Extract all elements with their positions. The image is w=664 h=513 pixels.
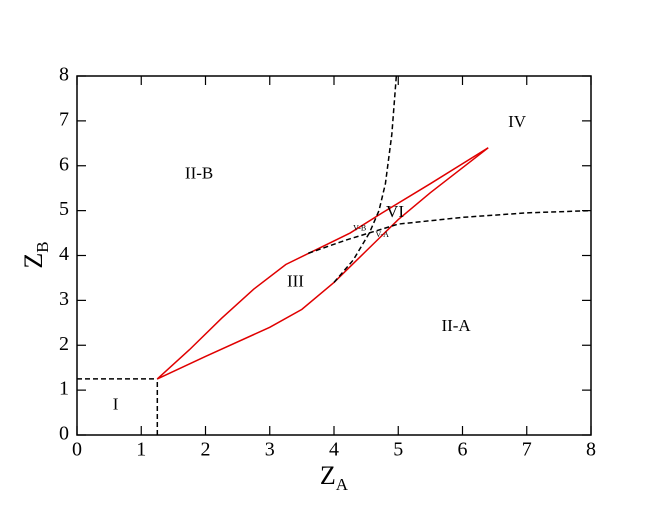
x-tick-label: 4	[329, 439, 339, 461]
x-label: Z	[320, 461, 336, 490]
small-label: V-A	[375, 230, 389, 239]
x-tick-label: 7	[522, 439, 532, 461]
x-tick-label: 6	[458, 439, 468, 461]
x-tick-label: 8	[586, 439, 596, 461]
x-label-sub: A	[336, 475, 349, 494]
y-tick-label: 5	[59, 198, 69, 220]
y-tick-label: 1	[59, 378, 69, 400]
curve	[308, 209, 592, 254]
y-label: Z	[19, 253, 48, 269]
y-tick-label: 3	[59, 288, 69, 310]
region-label: II-B	[185, 164, 213, 183]
y-tick-label: 2	[59, 333, 69, 355]
y-tick-label: 4	[59, 243, 69, 265]
x-tick-label: 3	[265, 439, 275, 461]
x-tick-label: 0	[72, 439, 82, 461]
x-tick-label: 5	[393, 439, 403, 461]
y-tick-label: 6	[59, 153, 69, 175]
y-label-sub: B	[33, 241, 52, 252]
region-label: III	[287, 271, 304, 290]
region-label: VI	[386, 202, 404, 221]
y-tick-label: 0	[59, 423, 69, 445]
curve	[333, 75, 398, 283]
y-tick-label: 8	[59, 64, 69, 86]
region-label: IV	[508, 112, 527, 131]
region-label: I	[113, 395, 119, 414]
x-tick-label: 1	[136, 439, 146, 461]
x-tick-label: 2	[201, 439, 211, 461]
region-label: II-A	[441, 316, 471, 335]
x-axis-title: ZA	[320, 461, 349, 494]
curve	[156, 147, 489, 380]
y-tick-label: 7	[59, 108, 69, 130]
y-axis-title: ZB	[19, 241, 52, 268]
small-label: V-B	[353, 223, 366, 232]
